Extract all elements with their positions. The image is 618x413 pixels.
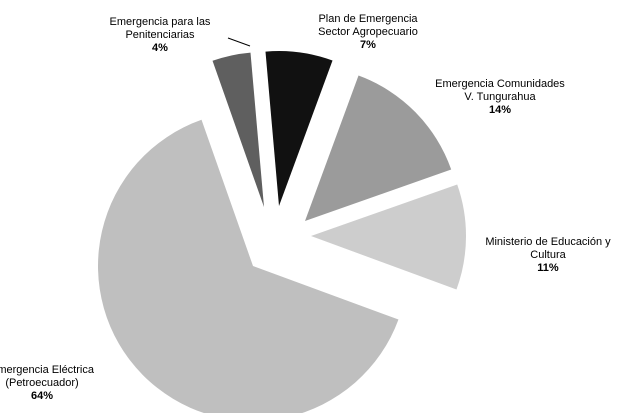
slice-label-line: Ministerio de Educación y	[485, 236, 611, 248]
pie-slice-4	[98, 119, 399, 413]
slice-label-line: Emergencia Eléctrica	[0, 364, 95, 376]
slice-label-5: Emergencia para las Penitenciarias 4%	[110, 16, 211, 54]
slice-percent-label: 11%	[537, 262, 559, 274]
slice-label-line: V. Tungurahua	[464, 91, 536, 103]
slice-percent-label: 64%	[31, 390, 53, 402]
slice-label-line: Cultura	[530, 249, 566, 261]
pie-slice-1	[265, 50, 333, 206]
slice-label-line: Emergencia Comunidades	[435, 78, 565, 90]
slice-label-2: Emergencia Comunidades V. Tungurahua 14%	[435, 78, 565, 116]
slice-label-3: Ministerio de Educación y Cultura 11%	[485, 236, 611, 274]
pie-slice-5	[212, 52, 264, 208]
slice-label-line: Plan de Emergencia	[318, 13, 418, 25]
slice-percent-label: 4%	[152, 42, 168, 54]
slice-label-line: Penitenciarias	[125, 29, 195, 41]
slice-percent-label: 14%	[489, 104, 511, 116]
slice-label-line: Emergencia para las	[110, 16, 211, 28]
slice-label-line: Sector Agropecuario	[318, 26, 418, 38]
slice-label-1: Plan de Emergencia Sector Agropecuario 7%	[318, 13, 418, 51]
slice-label-4: Emergencia Eléctrica (Petroecuador) 64%	[0, 364, 95, 402]
slice-percent-label: 7%	[360, 39, 376, 51]
pie-slices	[98, 50, 467, 413]
leader-line	[227, 37, 251, 47]
slice-label-line: (Petroecuador)	[5, 377, 78, 389]
pie-slice-3	[311, 184, 467, 290]
pie-labels: Plan de Emergencia Sector Agropecuario 7% E…	[0, 13, 611, 402]
pie-slice-2	[305, 75, 452, 221]
